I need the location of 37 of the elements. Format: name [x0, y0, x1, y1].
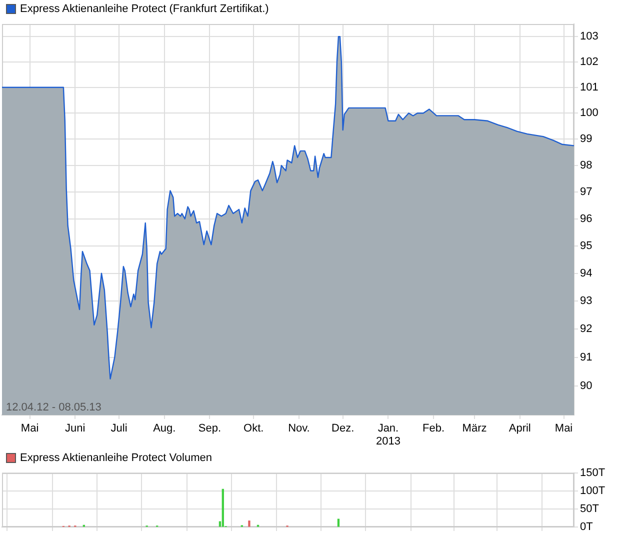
y-tick-label: 91: [580, 351, 592, 364]
x-tick-label: Mai: [554, 422, 573, 435]
legend-label: Express Aktienanleihe Protect Volumen: [20, 450, 212, 464]
x-tick-label: Juli: [110, 422, 128, 435]
y-tick-label: 103: [580, 30, 598, 43]
x-tick-label: April: [508, 422, 531, 435]
annotation: 12.04.12 - 08.05.13: [6, 402, 102, 414]
y-tick-label: 99: [580, 133, 592, 146]
x-tick-label: Mai: [20, 422, 39, 435]
y-tick-label: 90: [580, 380, 592, 392]
y-tick-label: 96: [580, 212, 592, 225]
bar: [337, 518, 340, 527]
y-tick-label: 98: [580, 159, 592, 172]
y-tick-label: 150T: [580, 467, 606, 480]
y-tick-label: 100T: [580, 485, 606, 498]
y-tick-label: 95: [580, 240, 592, 252]
y-tick-label: 97: [580, 186, 592, 198]
y-tick-label: 101: [580, 81, 598, 94]
y-tick-label: 102: [580, 56, 598, 68]
y-tick-label: 92: [580, 323, 592, 336]
y-tick-label: 50T: [580, 503, 600, 516]
y-tick-label: 94: [580, 267, 592, 280]
x-tick-label: Jan. 2013: [376, 422, 400, 448]
x-tick-label: Feb.: [422, 422, 445, 435]
x-tick-label: Juni: [65, 422, 86, 435]
x-tick-label: Sep.: [198, 422, 222, 435]
bar: [222, 488, 224, 527]
legend-label: Express Aktienanleihe Protect (Frankfurt Zertifikat.): [20, 2, 269, 16]
x-tick-label: Dez.: [332, 422, 354, 435]
bar: [248, 520, 250, 527]
x-tick-label: Nov.: [288, 422, 310, 435]
x-tick-label: Aug.: [153, 422, 176, 435]
y-tick-label: 93: [580, 295, 592, 308]
y-tick-label: 0T: [580, 521, 594, 534]
x-tick-label: März: [462, 422, 487, 435]
x-tick-label: Okt.: [244, 422, 264, 435]
y-tick-label: 100: [580, 107, 598, 120]
